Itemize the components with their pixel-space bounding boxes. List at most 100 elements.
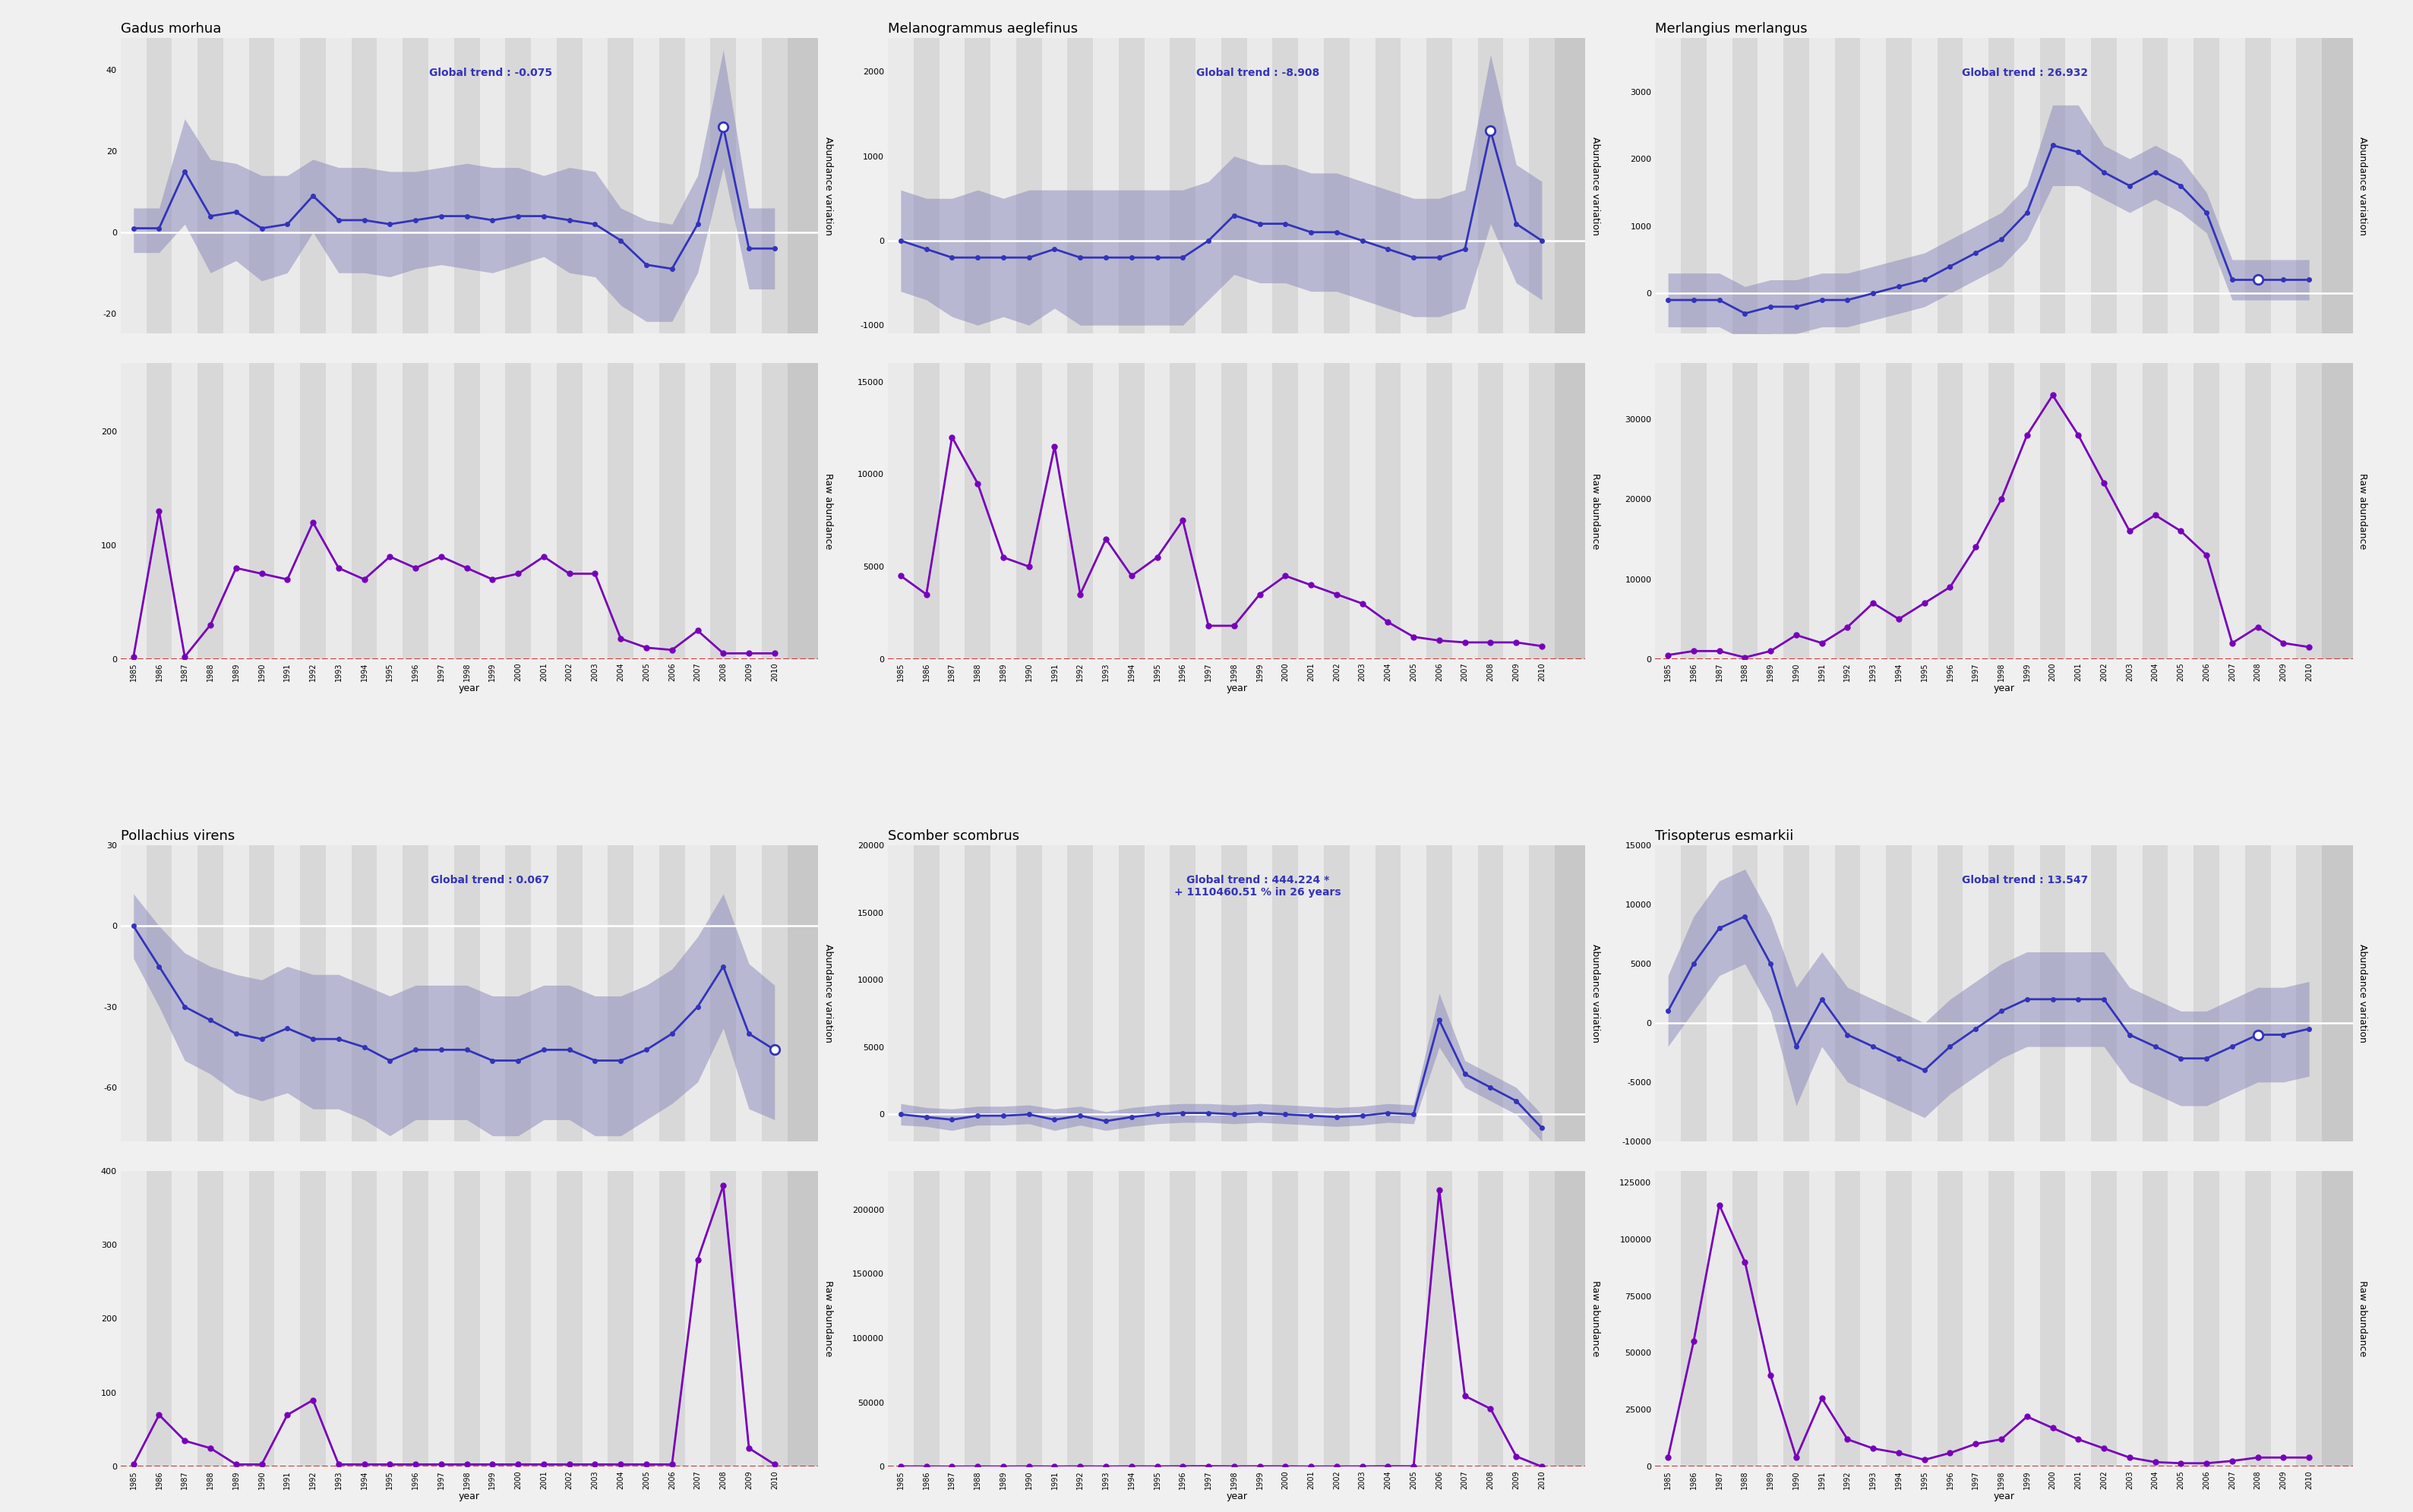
Bar (2193, 363, 2220, 659)
Bar (1962, 1170, 1988, 1467)
Bar (763, 845, 787, 1142)
Bar (1988, 845, 2015, 1142)
X-axis label: year: year (1993, 683, 2015, 694)
Bar (326, 845, 352, 1142)
Bar (1887, 363, 1911, 659)
Y-axis label: Raw abundance: Raw abundance (2358, 473, 2367, 549)
Bar (1453, 1170, 1477, 1467)
Bar (531, 1170, 557, 1467)
Bar (2092, 363, 2116, 659)
Bar (1988, 1170, 2015, 1467)
Text: Merlangius merlangus: Merlangius merlangus (1655, 21, 1807, 36)
Bar (198, 38, 224, 334)
Bar (224, 363, 249, 659)
Bar (1938, 363, 1962, 659)
Bar (1810, 38, 1834, 334)
Y-axis label: Abundance variation: Abundance variation (823, 943, 832, 1043)
Bar (171, 38, 198, 334)
Bar (2066, 845, 2092, 1142)
Bar (299, 1170, 326, 1467)
Bar (1426, 38, 1453, 334)
Bar (1733, 38, 1757, 334)
Bar (147, 363, 171, 659)
Bar (1067, 363, 1093, 659)
Bar (326, 363, 352, 659)
Bar (1706, 845, 1733, 1142)
Bar (1194, 363, 1221, 659)
Bar (1682, 363, 1706, 659)
Text: Pollachius virens: Pollachius virens (121, 830, 234, 844)
Bar (1530, 845, 1554, 1142)
Bar (1042, 38, 1067, 334)
Bar (454, 363, 480, 659)
Bar (1477, 1170, 1503, 1467)
Bar (1298, 845, 1325, 1142)
Bar (965, 363, 989, 659)
Bar (1272, 363, 1298, 659)
Bar (1349, 38, 1375, 334)
Bar (2039, 1170, 2066, 1467)
X-axis label: year: year (1993, 1491, 2015, 1501)
Bar (709, 38, 736, 334)
Bar (2193, 38, 2220, 334)
Bar (2092, 38, 2116, 334)
Bar (557, 38, 582, 334)
Bar (1783, 38, 1810, 334)
Bar (1530, 38, 1554, 334)
Bar (1093, 1170, 1120, 1467)
Bar (1783, 1170, 1810, 1467)
Bar (1988, 363, 2015, 659)
Bar (787, 1170, 818, 1467)
Bar (1016, 845, 1042, 1142)
Bar (736, 845, 763, 1142)
Y-axis label: Raw abundance: Raw abundance (1590, 473, 1600, 549)
Text: Trisopterus esmarkii: Trisopterus esmarkii (1655, 830, 1793, 844)
Bar (1349, 1170, 1375, 1467)
Bar (1938, 845, 1962, 1142)
Bar (1248, 1170, 1272, 1467)
Bar (249, 38, 275, 334)
Bar (1911, 38, 1938, 334)
X-axis label: year: year (1226, 683, 1248, 694)
Bar (888, 38, 915, 334)
Bar (352, 363, 376, 659)
Bar (1221, 845, 1248, 1142)
Bar (2039, 38, 2066, 334)
Bar (430, 1170, 454, 1467)
Bar (915, 363, 939, 659)
Bar (1757, 38, 1783, 334)
Bar (1067, 38, 1093, 334)
Bar (1554, 845, 1585, 1142)
Bar (2039, 363, 2066, 659)
Bar (709, 363, 736, 659)
Text: Global trend : -8.908: Global trend : -8.908 (1197, 68, 1320, 79)
Y-axis label: Abundance variation: Abundance variation (823, 136, 832, 234)
Bar (1477, 845, 1503, 1142)
Bar (1016, 1170, 1042, 1467)
Bar (2271, 1170, 2297, 1467)
Bar (582, 1170, 608, 1467)
Bar (2321, 1170, 2353, 1467)
Bar (939, 1170, 965, 1467)
Text: Global trend : 444.224 *
+ 1110460.51 % in 26 years: Global trend : 444.224 * + 1110460.51 % … (1175, 875, 1342, 898)
Bar (635, 38, 659, 334)
Bar (1757, 1170, 1783, 1467)
Bar (557, 363, 582, 659)
Bar (915, 845, 939, 1142)
Bar (2244, 845, 2271, 1142)
Bar (1375, 38, 1402, 334)
Bar (685, 363, 709, 659)
Y-axis label: Raw abundance: Raw abundance (823, 1281, 832, 1356)
Bar (249, 845, 275, 1142)
Bar (2116, 363, 2143, 659)
Bar (1655, 38, 1682, 334)
Bar (1962, 38, 1988, 334)
Bar (1962, 363, 1988, 659)
Bar (1706, 363, 1733, 659)
Bar (736, 363, 763, 659)
Bar (1298, 1170, 1325, 1467)
Bar (2220, 1170, 2244, 1467)
Bar (608, 845, 635, 1142)
Bar (1911, 845, 1938, 1142)
Bar (888, 1170, 915, 1467)
